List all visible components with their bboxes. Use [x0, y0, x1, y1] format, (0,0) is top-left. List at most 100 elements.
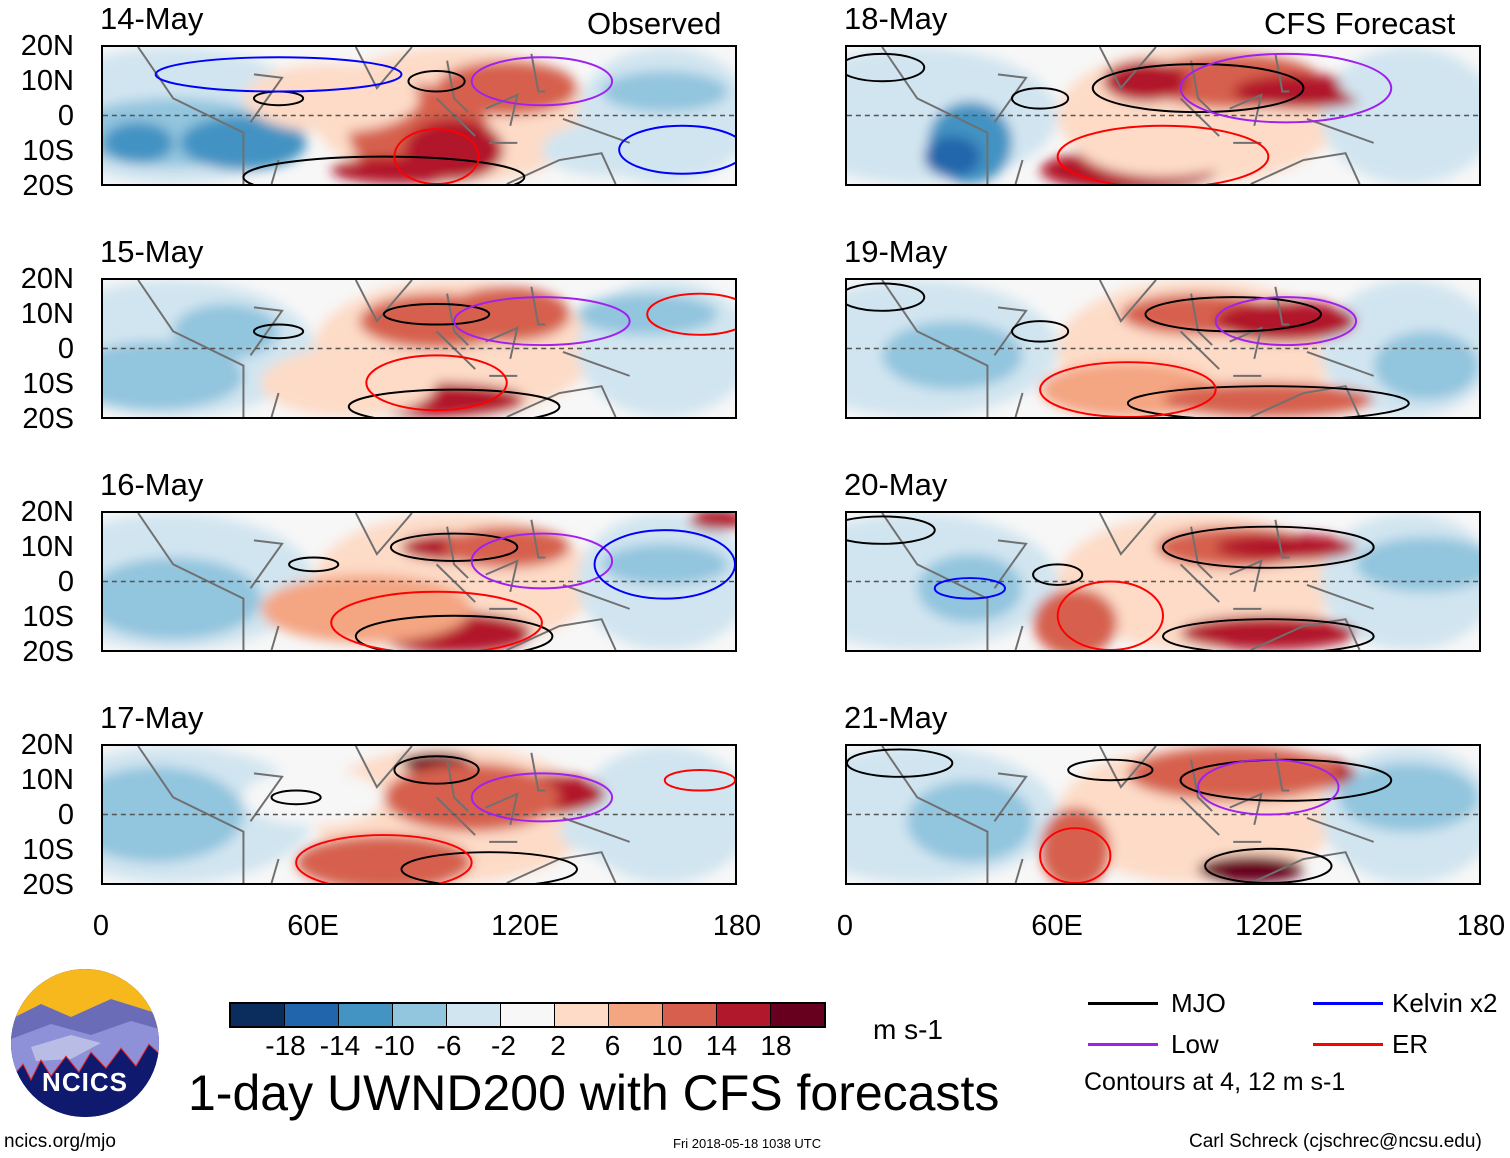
wind-shading — [559, 804, 700, 860]
map-panel — [101, 744, 737, 885]
wind-shading — [594, 341, 735, 411]
wind-shading — [1338, 53, 1479, 109]
lat-label: 10N — [20, 531, 74, 563]
contour-line — [295, 834, 473, 883]
colorbar-tick-label: 14 — [705, 1030, 738, 1061]
cfs-forecast-title: CFS Forecast — [1264, 6, 1456, 41]
coastlines — [881, 47, 1375, 184]
contour-line — [1091, 63, 1305, 114]
wind-shading — [243, 769, 384, 825]
lon-label: 60E — [287, 910, 339, 942]
lon-label: 60E — [1031, 910, 1083, 942]
colorbar — [229, 1002, 826, 1028]
contour-note: Contours at 4, 12 m s-1 — [1084, 1068, 1346, 1096]
contour-line — [400, 851, 578, 883]
lon-label: 0 — [92, 910, 110, 942]
contour-line — [1039, 827, 1112, 883]
contour-line — [1197, 758, 1340, 816]
panel-date: 17-May — [100, 700, 204, 735]
contour-line — [1056, 124, 1270, 184]
contour-line — [393, 755, 480, 785]
contour-line — [1162, 618, 1375, 650]
footer-url[interactable]: ncics.org/mjo — [4, 1131, 116, 1152]
contour-line — [288, 556, 340, 573]
lat-label: 0 — [57, 100, 74, 132]
map-panel — [845, 45, 1481, 186]
wind-shading — [601, 543, 728, 585]
wind-shading — [1198, 855, 1304, 883]
logo-text: NCICS — [42, 1067, 128, 1097]
colorbar-tick-label: 18 — [760, 1030, 792, 1061]
lat-label: 20N — [20, 496, 74, 528]
colorbar-swatch — [771, 1004, 824, 1026]
lat-label: 20N — [20, 263, 74, 295]
contour-line — [847, 282, 926, 312]
map-panel — [845, 744, 1481, 885]
contour-line — [847, 748, 954, 778]
legend-mjo-line — [1088, 1002, 1158, 1005]
colorbar-tick-label: -18 — [265, 1030, 306, 1061]
colorbar-swatch — [663, 1004, 717, 1026]
observed-title: Observed — [587, 6, 722, 41]
lat-label: 10N — [20, 298, 74, 330]
lat-label: 0 — [57, 799, 74, 831]
wind-shading — [443, 286, 570, 342]
contour-line — [252, 323, 305, 340]
map-panel — [845, 511, 1481, 652]
coastlines — [137, 513, 631, 650]
contour-line — [330, 590, 543, 650]
contour-line — [1214, 296, 1358, 347]
panel-date: 16-May — [100, 467, 204, 502]
contour-line — [1144, 296, 1322, 333]
map-panel — [101, 278, 737, 419]
contour-line — [1067, 758, 1154, 782]
wind-shading — [906, 780, 1034, 863]
contour-line — [1032, 563, 1084, 586]
wind-shading — [541, 122, 683, 178]
legend-kelvin-line — [1313, 1002, 1383, 1005]
colorbar-tick-label: -6 — [436, 1030, 462, 1061]
contour-line — [407, 70, 466, 93]
wind-shading — [1338, 763, 1479, 832]
wind-shading — [103, 341, 244, 411]
coastlines — [137, 47, 631, 184]
contour-line — [154, 56, 403, 93]
panel-date: 14-May — [100, 1, 204, 36]
wind-shading — [924, 136, 981, 178]
map-panel — [101, 45, 737, 186]
lat-label: 10S — [22, 834, 74, 866]
lat-label: 10S — [22, 601, 74, 633]
lat-label: 20N — [20, 729, 74, 761]
contour-line — [847, 52, 926, 83]
wind-shading — [1215, 533, 1357, 561]
colorbar-tick-label: 10 — [651, 1030, 683, 1061]
lat-label: 20S — [22, 170, 74, 202]
lon-label: 180 — [712, 910, 762, 942]
lat-label: 10S — [22, 368, 74, 400]
coastlines — [881, 280, 1375, 417]
lat-label: 0 — [57, 566, 74, 598]
contour-line — [847, 515, 936, 545]
contour-line — [1162, 525, 1375, 569]
legend-mjo-label: MJO — [1171, 988, 1226, 1018]
lon-label: 180 — [1456, 910, 1506, 942]
contour-line — [453, 296, 631, 347]
wind-shading — [261, 348, 437, 417]
lat-label: 10N — [20, 764, 74, 796]
wind-shading — [917, 554, 1023, 623]
legend-low-label: Low — [1171, 1029, 1219, 1059]
contour-line — [470, 56, 614, 107]
wind-shading — [1033, 588, 1118, 650]
footer-credit: Carl Schreck (cjschrec@ncsu.edu) — [1189, 1131, 1482, 1152]
legend-low-line — [1088, 1043, 1158, 1046]
contour-line — [933, 577, 1006, 600]
contour-line — [1126, 385, 1410, 417]
contour-line — [1204, 847, 1333, 883]
coastlines — [881, 746, 1375, 883]
contour-line — [663, 769, 735, 792]
colorbar-swatch — [285, 1004, 339, 1026]
colorbar-tick-label: 2 — [550, 1030, 566, 1061]
contour-line — [1179, 52, 1393, 124]
coastlines — [137, 746, 631, 883]
contour-line — [365, 354, 508, 412]
